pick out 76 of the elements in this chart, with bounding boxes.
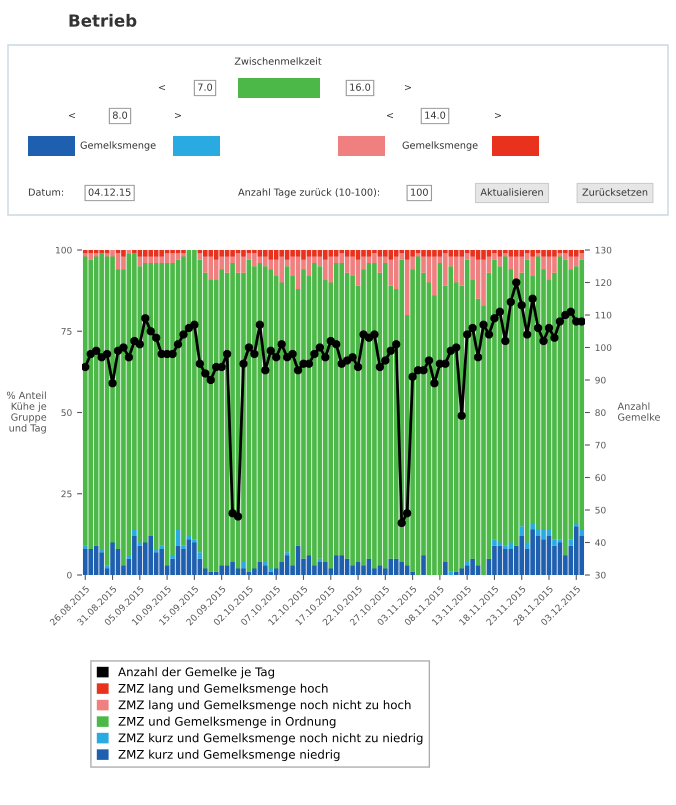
y2-tick-label: 50 <box>595 506 606 514</box>
y-tick-label: 25 <box>61 490 72 498</box>
text: Zurücksetzen <box>582 188 648 196</box>
bar <box>268 568 274 572</box>
y-tick-label: 100 <box>56 246 72 254</box>
text: 16.0 <box>350 83 370 91</box>
text: 7.0 <box>198 83 212 91</box>
y-tick-label: 50 <box>61 409 72 416</box>
bar <box>524 542 530 549</box>
text: Gemelksmenge <box>402 141 478 151</box>
text: 04.12.15 <box>88 188 130 196</box>
text: 8.0 <box>112 111 128 119</box>
bar <box>262 562 268 566</box>
text: > <box>174 113 182 118</box>
bar <box>318 558 322 562</box>
bar <box>443 562 448 575</box>
text: 100 <box>411 188 428 196</box>
bar <box>192 539 197 542</box>
text: < <box>68 113 76 118</box>
y2-tick-label: 120 <box>596 279 612 286</box>
text: Gemelksmenge <box>80 141 156 151</box>
y2-tick-label: 100 <box>596 344 612 352</box>
text: Aktualisieren <box>480 188 543 196</box>
text: Datum: <box>28 188 64 196</box>
text: Zwischenmelkzeit <box>234 57 322 65</box>
bar <box>126 556 132 559</box>
y2-tick-label: 70 <box>595 442 606 449</box>
text: Betrieb <box>70 14 136 27</box>
y2-tick-label: 30 <box>595 572 606 579</box>
y-axis-title: % Anteil Kühe je Gruppe und Tag <box>6 391 46 434</box>
bar <box>154 549 159 552</box>
text: < <box>158 85 166 90</box>
y-tick-label: 0 <box>67 572 72 579</box>
bar <box>82 546 88 549</box>
bar <box>181 546 186 549</box>
bar <box>536 253 540 256</box>
text: > <box>404 85 412 90</box>
text: < <box>386 113 394 118</box>
bar <box>416 253 420 256</box>
bar <box>464 562 470 566</box>
y2-tick-label: 60 <box>595 474 606 482</box>
bar <box>448 572 454 575</box>
bar <box>159 546 164 549</box>
bar <box>519 526 524 536</box>
bar <box>138 542 142 546</box>
bar <box>176 530 180 546</box>
legend-label: Anzahl der Gemelke je Tag <box>118 667 274 679</box>
y2-tick-label: 80 <box>595 409 606 416</box>
bar <box>132 530 137 536</box>
bar <box>568 539 574 546</box>
y2-tick-label: 130 <box>596 246 612 254</box>
legend-label: ZMZ lang und Gemelksmenge hoch <box>118 684 328 696</box>
bar <box>503 253 508 256</box>
legend-label: ZMZ kurz und Gemelksmenge niedrig <box>118 750 340 762</box>
bar <box>530 523 535 530</box>
bar <box>421 556 426 575</box>
bar <box>126 250 132 254</box>
bar <box>284 552 290 556</box>
bar <box>574 523 579 526</box>
bar <box>579 530 584 536</box>
legend-label: ZMZ und Gemelksmenge in Ordnung <box>118 716 336 728</box>
bar <box>241 562 246 568</box>
legend-label: ZMZ lang und Gemelksmenge noch nicht zu hoch <box>118 700 410 712</box>
text: > <box>494 113 502 118</box>
bar <box>170 556 175 559</box>
y2-tick-label: 90 <box>595 376 606 384</box>
text: Anzahl Tage zurück (10-100): <box>238 188 380 198</box>
bar <box>104 565 110 568</box>
legend-label: ZMZ kurz und Gemelksmenge noch nicht zu niedrig <box>118 733 422 745</box>
bar <box>186 536 192 540</box>
y-tick-label: 75 <box>62 328 72 335</box>
bar <box>99 549 104 552</box>
y2-tick-label: 40 <box>595 539 606 546</box>
text: 14.0 <box>425 111 446 119</box>
y2-tick-label: 110 <box>596 312 612 319</box>
y2-axis-title: Anzahl Gemelke <box>618 402 660 421</box>
